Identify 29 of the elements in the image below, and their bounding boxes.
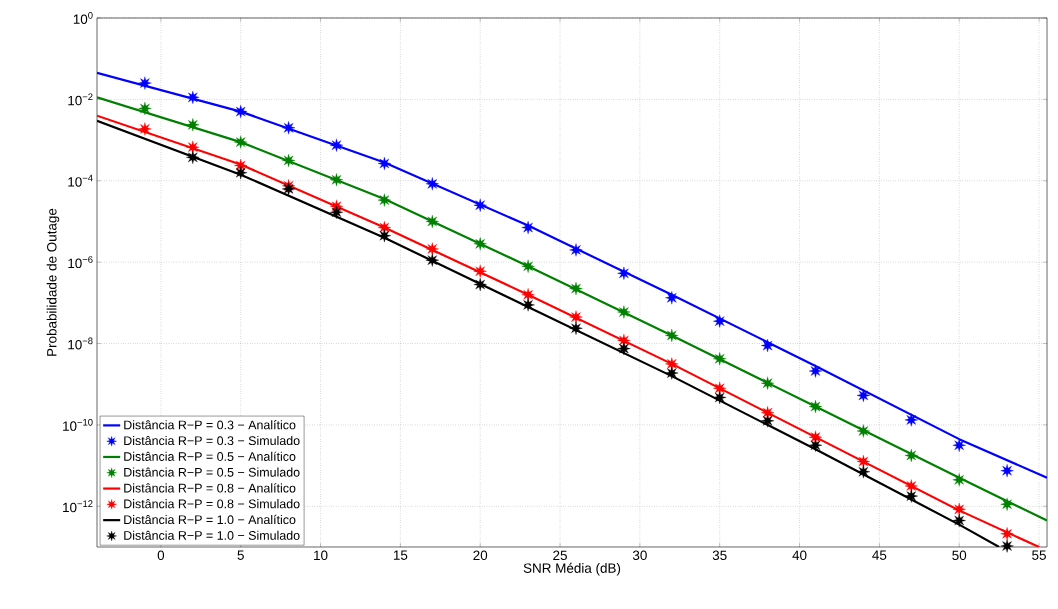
x-tick-label: 0 xyxy=(157,550,165,561)
x-tick-label: 40 xyxy=(792,550,807,561)
x-axis-title: SNR Média (dB) xyxy=(523,562,621,576)
legend-label: Distância R−P = 1.0 − Analítico xyxy=(124,514,296,525)
y-tick-label: 10$^{−2}$ xyxy=(68,93,93,106)
x-tick-label: 15 xyxy=(393,550,408,560)
y-axis-title: Probabilidade de Outage xyxy=(46,208,60,356)
y-tick-label: 10$^{−12}$ xyxy=(63,500,93,513)
legend-label: Distância R−P = 0.3 − Simulado xyxy=(124,435,300,446)
x-tick-label: 25 xyxy=(553,550,567,561)
y-tick-label: 10$^{0}$ xyxy=(73,12,93,24)
x-tick-label: 5 xyxy=(237,550,244,560)
x-tick-label: 35 xyxy=(712,550,727,561)
y-tick-label: 10$^{−6}$ xyxy=(68,256,93,269)
y-tick-label: 10$^{−8}$ xyxy=(68,337,93,350)
x-tick-label: 20 xyxy=(473,550,488,561)
y-tick-label: 10$^{−4}$ xyxy=(68,174,93,187)
x-tick-label: 50 xyxy=(952,550,967,561)
legend-label: Distância R−P = 0.8 − Simulado xyxy=(124,499,300,509)
x-tick-label: 45 xyxy=(872,550,887,560)
y-tick-label: 10$^{−10}$ xyxy=(63,418,93,431)
legend-label: Distância R−P = 0.8 − Analítico xyxy=(124,483,296,493)
legend-label: Distância R−P = 1.0 − Simulado xyxy=(124,530,300,540)
x-tick-label: 55 xyxy=(1032,550,1046,560)
legend-label: Distância R−P = 0.5 − Analítico xyxy=(124,451,296,461)
legend-label: Distância R−P = 0.5 − Simulado xyxy=(124,467,300,477)
x-tick-label: 30 xyxy=(632,550,647,561)
legend-label: Distância R−P = 0.3 − Analítico xyxy=(124,420,296,430)
x-tick-label: 10 xyxy=(314,550,328,561)
